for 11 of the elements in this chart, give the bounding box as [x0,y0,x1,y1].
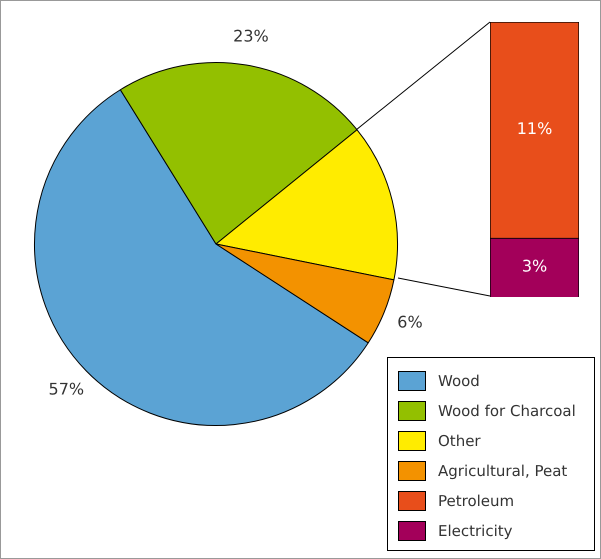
data-label: 57% [48,380,84,399]
legend-label: Other [438,432,481,450]
legend-label: Electricity [438,522,513,540]
legend-label: Agricultural, Peat [438,462,568,480]
data-label: 23% [233,26,269,46]
legend-label: Petroleum [438,492,514,510]
data-label: 6% [397,312,423,332]
legend-label: Wood [438,372,480,390]
data-label: 11% [516,119,552,138]
data-label: 3% [522,256,548,276]
legend-label: Wood for Charcoal [438,402,576,420]
